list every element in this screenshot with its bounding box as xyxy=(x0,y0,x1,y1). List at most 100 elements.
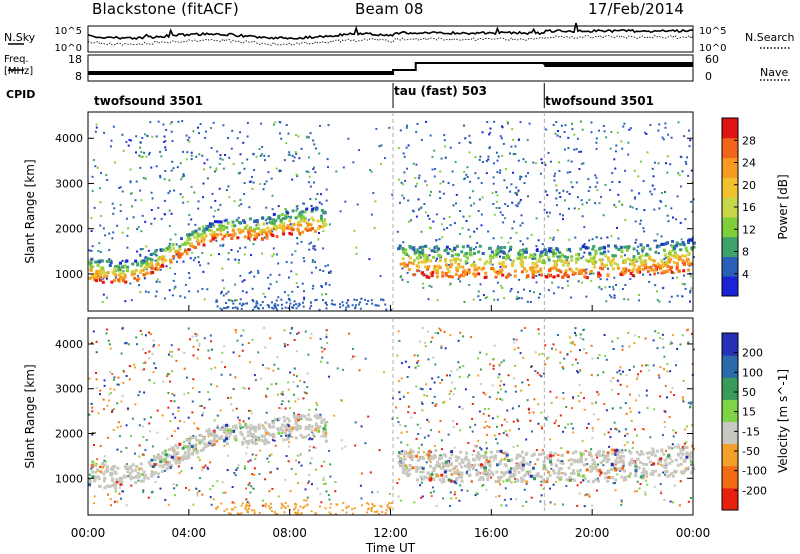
echo-cell xyxy=(511,201,514,204)
echo-cell xyxy=(411,466,415,470)
echo-cell xyxy=(236,339,239,342)
echo-cell xyxy=(144,256,148,260)
echo-cell xyxy=(662,269,666,273)
echo-cell xyxy=(497,245,500,248)
echo-cell xyxy=(558,192,561,195)
echo-cell xyxy=(685,451,689,455)
nave-tick-low: 0 xyxy=(705,70,712,83)
echo-cell xyxy=(461,265,465,269)
echo-cell xyxy=(414,185,417,188)
echo-cell xyxy=(251,473,254,476)
echo-cell xyxy=(690,451,693,455)
echo-cell xyxy=(288,299,291,302)
echo-cell xyxy=(281,307,284,310)
echo-cell xyxy=(307,218,310,221)
echo-cell xyxy=(339,210,342,213)
echo-cell xyxy=(202,411,205,414)
echo-cell xyxy=(454,387,456,390)
echo-cell xyxy=(566,353,569,355)
echo-cell xyxy=(416,122,419,125)
echo-cell xyxy=(402,248,406,252)
echo-cell xyxy=(144,133,147,136)
echo-cell xyxy=(251,287,254,290)
echo-cell xyxy=(151,197,154,200)
echo-cell xyxy=(441,271,444,275)
echo-cell xyxy=(150,474,154,478)
echo-cell xyxy=(651,470,655,473)
echo-cell xyxy=(441,236,444,239)
echo-cell xyxy=(293,367,296,370)
echo-cell xyxy=(605,358,608,361)
echo-cell xyxy=(185,252,189,256)
echo-cell xyxy=(238,419,241,422)
echo-cell xyxy=(142,177,145,179)
echo-cell xyxy=(323,348,326,351)
echo-cell xyxy=(313,143,316,146)
echo-cell xyxy=(139,271,143,275)
echo-cell xyxy=(307,433,311,437)
echo-cell xyxy=(426,471,430,475)
echo-cell xyxy=(490,250,494,254)
echo-cell xyxy=(609,380,612,383)
echo-cell xyxy=(207,262,210,265)
echo-cell xyxy=(552,454,555,457)
echo-cell xyxy=(614,150,617,153)
echo-cell xyxy=(168,242,171,245)
echo-cell xyxy=(280,403,283,406)
echo-cell xyxy=(415,130,418,133)
echo-cell xyxy=(397,247,401,251)
echo-cell xyxy=(517,420,520,422)
echo-cell xyxy=(323,424,327,428)
echo-cell xyxy=(582,162,585,165)
echo-cell xyxy=(91,433,94,436)
echo-cell xyxy=(291,209,295,213)
echo-cell xyxy=(197,256,200,258)
echo-cell xyxy=(371,491,374,494)
echo-cell xyxy=(478,158,481,161)
echo-cell xyxy=(641,476,645,480)
echo-cell xyxy=(498,207,501,209)
echo-cell xyxy=(591,504,594,507)
echo-cell xyxy=(518,278,521,281)
echo-cell xyxy=(577,458,581,462)
echo-cell xyxy=(484,471,488,475)
echo-cell xyxy=(95,273,99,276)
echo-cell xyxy=(555,197,558,200)
echo-cell xyxy=(296,414,300,418)
echo-cell xyxy=(489,363,492,366)
echo-cell xyxy=(613,421,616,424)
echo-cell xyxy=(411,454,415,458)
echo-cell xyxy=(440,345,443,348)
echo-cell xyxy=(401,247,405,251)
echo-cell xyxy=(371,503,374,506)
echo-cell xyxy=(111,411,113,413)
echo-cell xyxy=(459,280,462,283)
echo-cell xyxy=(144,220,147,223)
echo-cell xyxy=(202,447,206,450)
echo-cell xyxy=(634,469,638,473)
echo-cell xyxy=(237,416,239,419)
echo-cell xyxy=(303,219,307,223)
echo-cell xyxy=(531,430,534,433)
echo-cell xyxy=(669,500,672,503)
echo-cell xyxy=(427,298,430,301)
echo-cell xyxy=(594,202,597,205)
echo-cell xyxy=(665,456,669,460)
echo-cell xyxy=(293,304,295,307)
echo-cell xyxy=(156,262,160,266)
echo-cell xyxy=(647,254,651,257)
echo-cell xyxy=(438,266,442,270)
echo-cell xyxy=(299,219,303,223)
echo-cell xyxy=(99,259,103,263)
echo-cell xyxy=(634,472,638,476)
echo-cell xyxy=(255,442,258,446)
echo-cell xyxy=(289,223,292,226)
echo-cell xyxy=(556,255,559,258)
echo-cell xyxy=(495,398,498,400)
echo-cell xyxy=(664,465,668,469)
echo-cell xyxy=(222,224,226,228)
echo-cell xyxy=(286,424,290,428)
noise-tick-high-right: 10^5 xyxy=(699,26,726,37)
echo-cell xyxy=(673,246,677,250)
echo-cell xyxy=(539,269,543,273)
